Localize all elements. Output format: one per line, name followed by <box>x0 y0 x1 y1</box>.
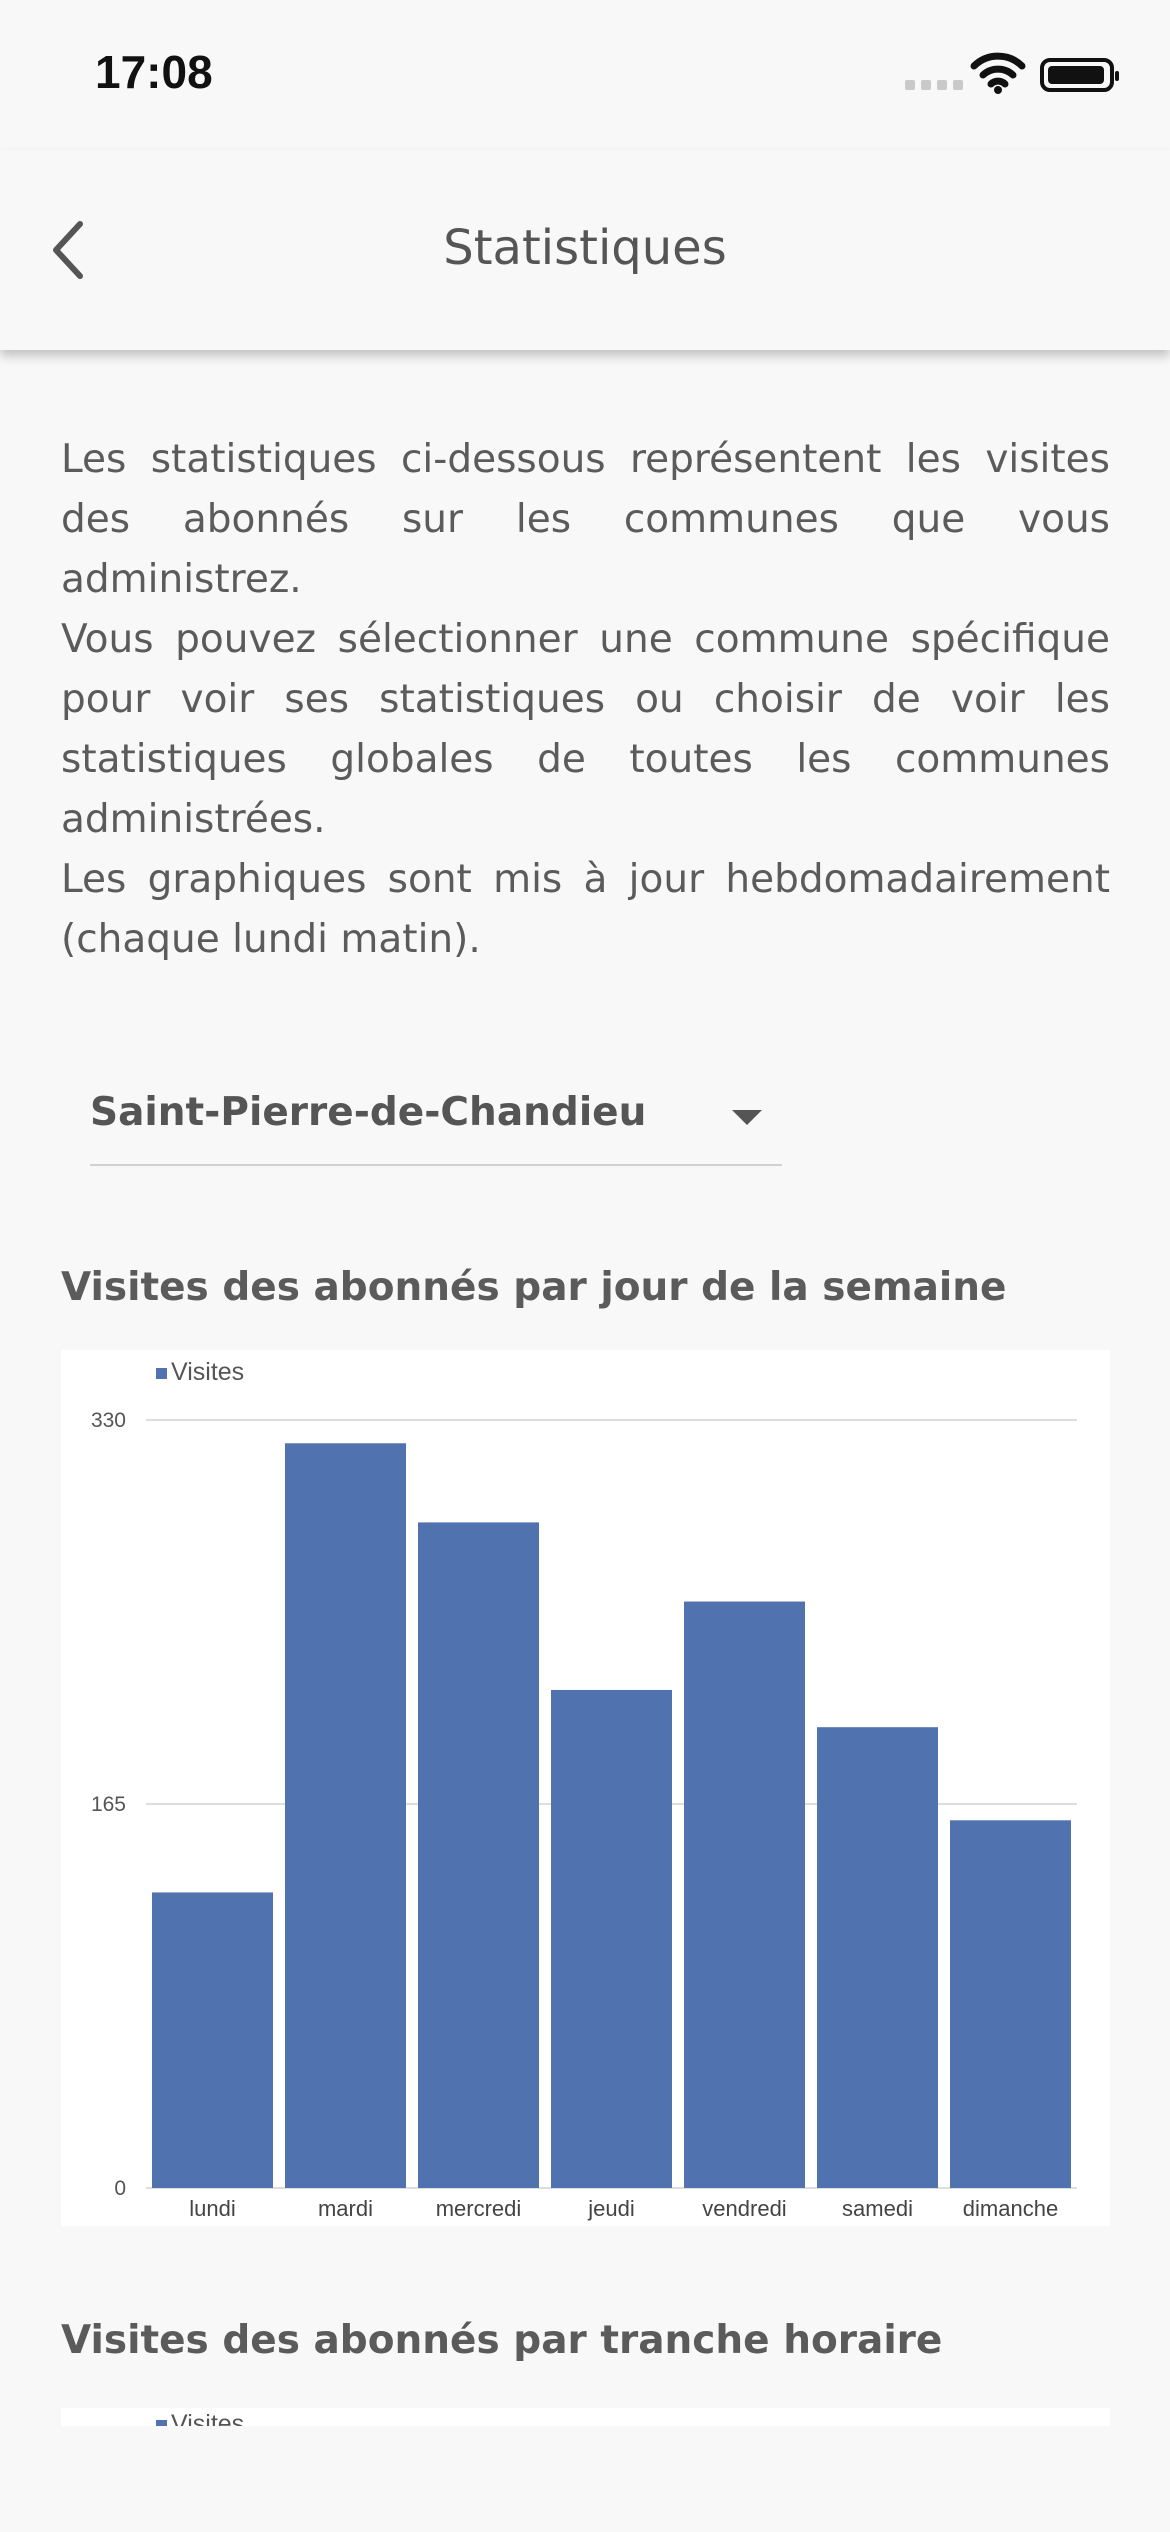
x-tick-label: vendredi <box>702 2196 786 2221</box>
x-tick-label: mercredi <box>436 2196 522 2221</box>
chevron-left-icon <box>53 221 83 279</box>
battery-icon <box>1040 58 1119 92</box>
intro-paragraph: Vous pouvez sélectionner une commune spé… <box>61 617 1110 842</box>
cellular-signal-icon <box>905 80 963 92</box>
back-button[interactable] <box>48 200 118 300</box>
hourly-chart-card: Visites <box>61 2408 1110 2426</box>
intro-text: Les statistiques ci-dessous représentent… <box>61 430 1110 970</box>
legend-swatch <box>156 1368 167 1379</box>
x-tick-label: samedi <box>842 2196 913 2221</box>
y-tick-label: 330 <box>91 1409 126 1432</box>
commune-select[interactable]: Saint-Pierre-de-Chandieu <box>90 1080 782 1166</box>
status-bar: 17:08 <box>0 0 1170 150</box>
dropdown-arrow-icon <box>732 1110 762 1125</box>
weekly-chart-title: Visites des abonnés par jour de la semai… <box>61 1265 1007 1310</box>
commune-select-value: Saint-Pierre-de-Chandieu <box>90 1090 647 1135</box>
legend-swatch <box>156 2420 167 2426</box>
bar-lundi <box>152 1892 273 2188</box>
x-tick-label: lundi <box>189 2196 235 2221</box>
intro-paragraph: Les graphiques sont mis à jour hebdomada… <box>61 857 1110 962</box>
bar-mercredi <box>418 1522 539 2188</box>
hourly-visits-chart: Visites <box>156 2410 244 2426</box>
x-tick-label: jeudi <box>587 2196 634 2221</box>
bar-samedi <box>817 1727 938 2188</box>
intro-paragraph: Les statistiques ci-dessous représentent… <box>61 437 1110 602</box>
bar-vendredi <box>684 1601 805 2188</box>
y-tick-label: 165 <box>91 1793 126 1816</box>
legend-label: Visites <box>171 1358 244 1386</box>
bar-dimanche <box>950 1820 1071 2188</box>
hourly-chart-title: Visites des abonnés par tranche horaire <box>61 2318 943 2363</box>
wifi-icon <box>970 52 1026 94</box>
weekly-visits-chart: Visites 0 165 330 lundi mardi mercredi jeudi ven… <box>91 1358 1077 2221</box>
weekly-chart-card: Visites 0 165 330 lundi mardi mercredi jeudi ven… <box>61 1350 1110 2226</box>
app-bar: Statistiques <box>0 150 1170 350</box>
bar-jeudi <box>551 1689 672 2188</box>
bar-mardi <box>285 1443 406 2188</box>
status-time: 17:08 <box>95 46 213 98</box>
x-tick-label: mardi <box>318 2196 373 2221</box>
x-tick-label: dimanche <box>963 2196 1058 2221</box>
legend-label: Visites <box>171 2410 244 2426</box>
y-tick-label: 0 <box>114 2177 126 2200</box>
page-title: Statistiques <box>443 220 727 276</box>
